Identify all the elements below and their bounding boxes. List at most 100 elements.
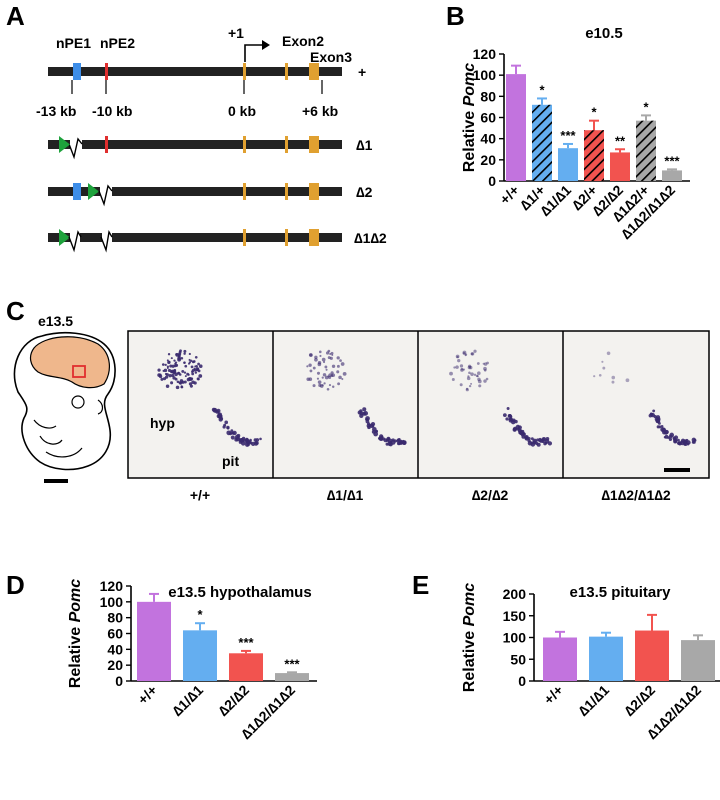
category-label: ∆1/∆1	[169, 682, 206, 719]
stain-dot	[524, 436, 528, 440]
stain-dot	[456, 355, 459, 359]
allele-label-d1: ∆1	[356, 137, 373, 153]
stain-dot	[181, 369, 185, 373]
significance-label: *	[591, 105, 597, 120]
stain-dot	[178, 373, 182, 376]
stain-dot	[502, 413, 507, 418]
exon3	[309, 229, 319, 246]
stain-dot	[322, 360, 326, 364]
y-tick-label: 40	[480, 131, 496, 147]
exon3	[309, 136, 319, 153]
stain-dot	[482, 362, 485, 365]
exon1	[243, 183, 246, 200]
panel-label-a: A	[6, 1, 25, 31]
stain-dot	[160, 377, 164, 381]
stain-dot	[401, 439, 405, 443]
significance-label: ***	[284, 656, 300, 671]
exon2	[285, 183, 288, 200]
category-label: ∆1/∆1	[575, 682, 612, 719]
stain-dot	[191, 380, 195, 385]
stain-dot	[163, 368, 168, 373]
genotype-label-wt: +/+	[190, 487, 210, 503]
stain-dot	[327, 349, 331, 353]
exon1	[243, 63, 246, 80]
stain-dot	[189, 384, 193, 388]
stain-dot	[464, 354, 467, 357]
stain-dot	[485, 377, 489, 381]
stain-dot	[228, 432, 233, 436]
stain-dot	[468, 384, 472, 388]
stain-dot	[611, 375, 616, 380]
stain-dot	[314, 357, 318, 362]
stain-dot	[164, 375, 169, 379]
chart-title: e10.5	[585, 25, 623, 42]
stain-dot	[232, 430, 237, 436]
stain-dot	[193, 368, 197, 372]
stain-dot	[601, 360, 604, 363]
stain-dot	[470, 372, 474, 376]
exon1	[243, 229, 246, 246]
y-tick-label: 200	[503, 586, 527, 602]
chart-d: e13.5 hypothalamus Relative Pomc 020406080…	[67, 578, 317, 742]
stain-dot	[190, 359, 193, 363]
stain-dot	[542, 438, 545, 441]
stain-dot	[399, 441, 403, 445]
position-label-m10: -10 kb	[92, 103, 132, 119]
stain-dot	[309, 369, 313, 373]
stain-dot	[342, 371, 347, 376]
stain-dot	[527, 439, 531, 443]
stain-dot	[259, 437, 262, 441]
stain-dot	[453, 366, 456, 369]
stain-dot	[468, 364, 472, 368]
stain-dot	[466, 376, 471, 381]
significance-label: *	[539, 82, 545, 97]
stain-dot	[365, 418, 368, 421]
stain-dot	[543, 441, 547, 446]
stain-dot	[194, 355, 198, 359]
significance-label: ***	[238, 635, 254, 650]
stain-dot	[477, 371, 481, 375]
stain-dot	[340, 362, 345, 366]
stain-dot	[168, 373, 172, 378]
stain-dot	[177, 354, 181, 357]
stain-dot	[211, 407, 216, 412]
npe2-label: nPE2	[100, 35, 135, 51]
allele-label-d2: ∆2	[356, 184, 373, 200]
y-tick-label: 0	[115, 673, 123, 689]
tss-arrow-icon	[244, 44, 262, 62]
stage-label: e13.5	[38, 313, 73, 329]
y-axis-label: Relative Pomc	[461, 583, 478, 692]
chart-title: e13.5 hypothalamus	[168, 584, 311, 601]
y-tick-label: 100	[100, 594, 124, 610]
stain-dot	[314, 355, 318, 359]
stain-dot	[362, 407, 367, 412]
stain-dot	[478, 384, 482, 388]
stain-dot	[188, 361, 192, 364]
y-tick-label: 120	[473, 46, 497, 62]
stain-dot	[218, 414, 223, 418]
stain-dot	[317, 380, 322, 385]
stain-dot	[184, 364, 188, 368]
stain-dot	[197, 362, 200, 366]
stain-dot	[667, 436, 670, 439]
stain-dot	[251, 441, 256, 446]
stain-dot	[190, 365, 194, 369]
stain-dot	[191, 369, 195, 373]
stain-dot	[509, 414, 513, 418]
y-tick-label: 40	[107, 641, 123, 657]
embryo-diagram: e13.5	[13, 313, 116, 483]
npe2-element	[105, 136, 108, 153]
hyp-label: hyp	[150, 415, 175, 431]
stain-dot	[341, 378, 344, 381]
stain-dot	[246, 442, 250, 447]
stain-dot	[465, 388, 469, 392]
stain-dot	[325, 368, 328, 371]
stain-dot	[183, 380, 187, 384]
stain-dot	[460, 368, 464, 371]
exon3	[309, 183, 319, 200]
deletion-gap-icon	[100, 230, 113, 253]
locus-schematic: nPE1 nPE2 +1 Exon2 Exon3 + -13 kb -10 kb…	[36, 25, 387, 253]
stain-dot	[198, 374, 203, 378]
